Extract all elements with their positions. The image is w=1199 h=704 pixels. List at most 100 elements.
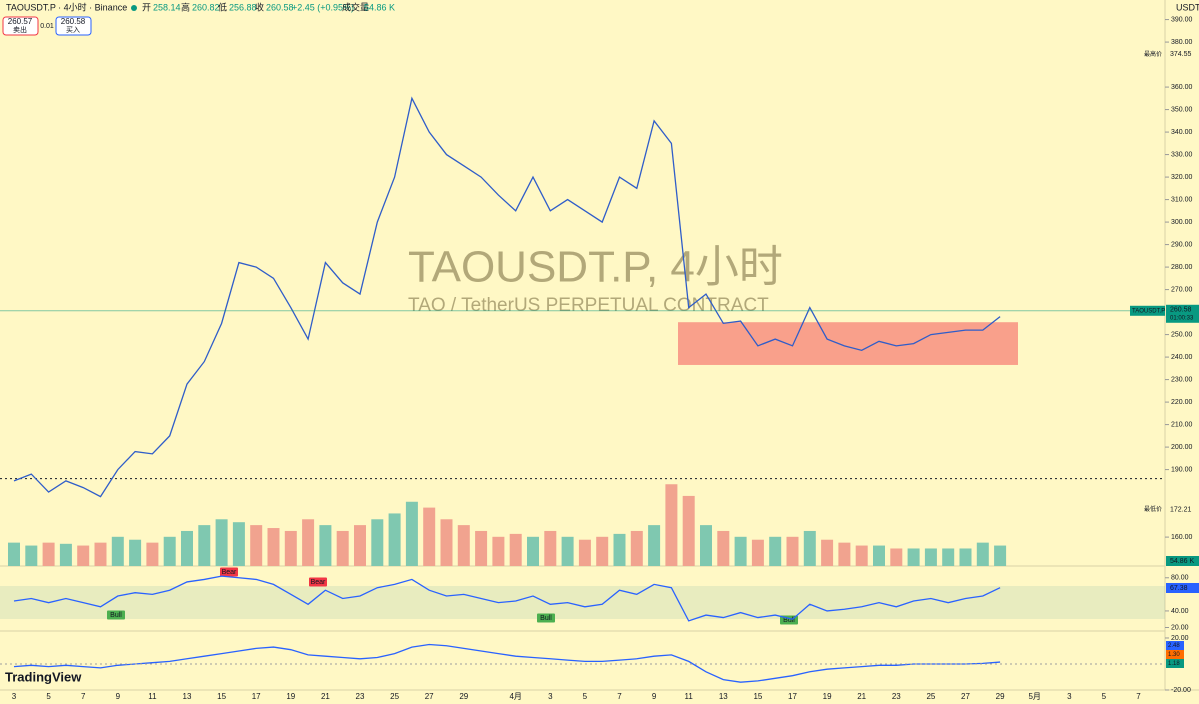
x-tick-label: 7 [81,692,86,701]
volume-bar [163,536,176,566]
volume-bar [59,543,72,566]
x-tick-label: 3 [12,692,17,701]
watermark-subtitle: TAO / TetherUS PERPETUAL CONTRACT [408,295,769,316]
volume-bar [976,542,989,566]
y-tick-label: 230.00 [1171,376,1193,383]
y-tick-label: 20.00 [1171,635,1189,642]
volume-bar [613,533,626,566]
symbol: TAOUSDT.P · 4小时 · Binance [6,1,127,12]
tag-label: 最低价 [1144,505,1162,513]
y-tick-label: 20.00 [1171,624,1189,631]
sell-button[interactable] [2,16,39,36]
x-tick-label: 11 [685,692,694,701]
volume-bar [492,536,505,566]
y-tick-label: 220.00 [1171,399,1193,406]
volume-bar [544,530,557,566]
y-tick-label: 270.00 [1171,286,1193,293]
volume-bar [77,545,90,566]
buy-button[interactable] [55,16,92,36]
buy-price: 260.58 [61,17,86,26]
x-tick-label: 25 [926,692,935,701]
y-tick-label: 160.00 [1171,534,1193,541]
x-tick-label: 5月 [1028,692,1040,701]
volume-bar [717,530,730,566]
tag-bg [1166,504,1199,515]
volume-bar [821,539,834,566]
rsi-tag-bg [1166,583,1199,593]
volume-bar [890,548,903,566]
tag-value: 374.55 [1170,51,1192,58]
volume-bar [181,530,193,566]
volume-bar [769,536,782,566]
y-tick-label: 340.00 [1171,129,1193,136]
x-tick-label: 23 [892,692,901,701]
tag-value: 172.21 [1170,506,1192,513]
x-tick-label: 29 [459,692,468,701]
volume-bar [284,530,297,566]
logo: TradingView [5,669,82,684]
rsi-band [0,586,1165,619]
volume-bar [198,525,211,566]
x-tick-label: 21 [321,692,330,701]
low-label: 低 [218,1,227,12]
volume-bar [457,525,470,566]
rsi-tag: 67.38 [1170,585,1188,592]
volume-bar [509,533,522,566]
volume-bar [94,542,107,566]
x-tick-label: 7 [1136,692,1141,701]
tag-label: 最高价 [1144,50,1162,58]
volume-bar [924,548,937,566]
x-tick-label: 5 [583,692,588,701]
x-tick-label: 13 [183,692,192,701]
volume-bar [665,484,678,566]
x-tick-label: 9 [116,692,121,701]
x-tick-label: 3 [1067,692,1072,701]
y-tick-label: 40.00 [1171,608,1189,615]
macd-tag: 2.48 [1168,643,1180,649]
y-axis-label: USDT [1176,2,1199,12]
x-tick-label: 4月 [509,692,521,701]
volume-bar [232,522,245,566]
x-tick-label: 5 [46,692,51,701]
high: 260.82 [192,2,220,12]
sell-price: 260.57 [8,17,33,26]
x-tick-label: 19 [823,692,832,701]
x-tick-label: 15 [217,692,226,701]
price-line [13,96,1001,498]
y-tick-label: 200.00 [1171,444,1193,451]
header: TAOUSDT.P · 4小时 · Binance 开 258.14 高 260… [2,1,395,36]
change: +2.45 (+0.95%) [292,2,354,12]
volume-bar [111,536,124,566]
volume-bar [561,536,574,566]
volume-bar [873,545,885,566]
macd-tag: 1.18 [1168,661,1180,667]
volume-label: 成交量 [342,1,369,12]
countdown: 01:00:33 [1170,315,1194,321]
volume-bar [630,530,643,566]
volume-bar [440,519,453,566]
volume-bar [786,536,799,566]
volume-bar [215,519,228,566]
close: 260.58 [266,2,294,12]
macd-tag-bg [1166,650,1184,659]
open: 258.14 [153,2,181,12]
volume-bar [648,525,661,566]
y-tick-label: 390.00 [1171,16,1193,23]
volume-bar [129,539,142,566]
x-tick-label: 3 [548,692,553,701]
y-tick-label: 190.00 [1171,466,1193,473]
volume-bar [336,530,349,566]
volume-bar [146,542,159,566]
rsi-line [13,575,1001,622]
volume-bar [475,530,488,566]
volume: 54.86 K [364,2,395,12]
x-tick-label: 17 [788,692,797,701]
series-tag: TAOUSDT.P [1132,308,1165,314]
open-label: 开 [142,2,151,12]
signal-bg [537,613,555,623]
volume-bar [838,542,851,566]
y-tick-label: 320.00 [1171,174,1193,181]
signal-bg [309,577,327,587]
tag-bg [1166,49,1199,60]
